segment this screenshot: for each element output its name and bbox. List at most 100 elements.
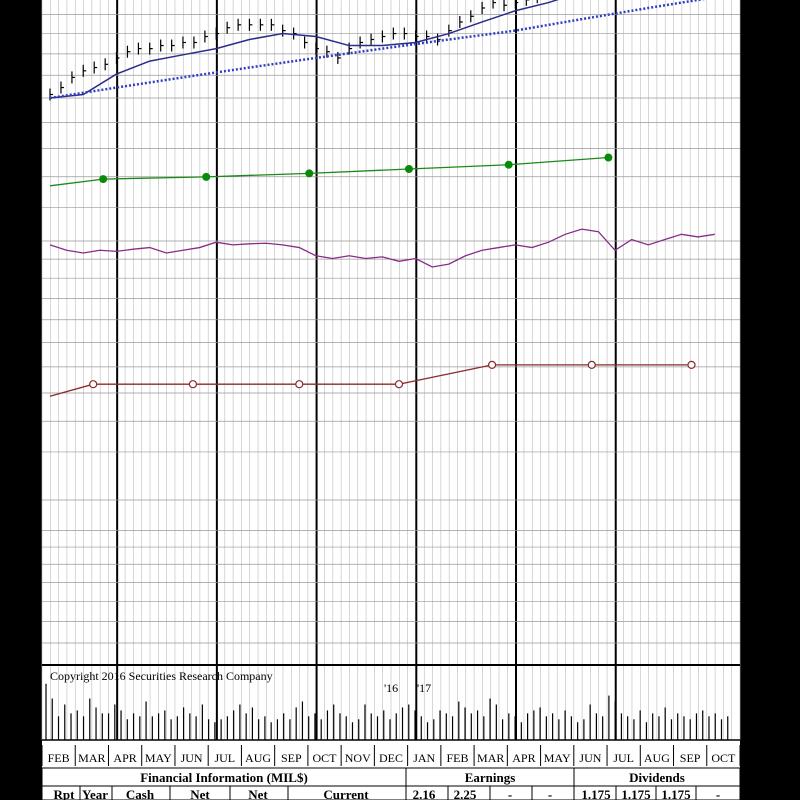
- left-axis-tick-label: 7.0: [22, 216, 38, 231]
- month-label: JAN: [413, 751, 435, 765]
- left-axis-tick-label: 3.0: [22, 516, 38, 531]
- financial-column-label: Year: [82, 787, 108, 800]
- right-axis-tick-label: 170: [746, 46, 766, 61]
- right-axis-tick-label: 32: [746, 635, 759, 650]
- right-axis-tick-label: 42: [746, 539, 759, 554]
- right-axis-tick-label: 36: [746, 593, 760, 608]
- green-line-marker: [504, 160, 513, 169]
- right-axis-tick-label: 100: [746, 233, 766, 248]
- price-series: [49, 0, 715, 397]
- right-axis-tick-label: 70: [746, 359, 759, 374]
- left-axis-tick-label: 9.5: [22, 108, 38, 123]
- grid: [41, 0, 741, 741]
- volume-axis-tick-label-right: 5: [746, 717, 753, 732]
- dividend-value: 1.175: [581, 787, 611, 800]
- month-label: SEP: [680, 751, 701, 765]
- right-axis-tick-label: 34: [746, 614, 760, 629]
- month-label: DEC: [379, 751, 403, 765]
- right-axis-tick-label: 95: [746, 251, 759, 266]
- financial-column-label: Current: [323, 787, 369, 800]
- month-label: JUN: [181, 751, 203, 765]
- dividend-value: -: [716, 787, 720, 800]
- dividend-line-marker: [295, 380, 304, 389]
- year-mark-2016: '16: [384, 681, 398, 695]
- volume-axis-top-label-right: 25M: [746, 658, 771, 673]
- volume-axis-top-label-left: 25: [25, 658, 38, 673]
- month-label: MAY: [544, 751, 571, 765]
- green-line-marker: [202, 172, 211, 181]
- month-label: AUG: [644, 751, 670, 765]
- left-axis-tick-label: 8.0: [22, 169, 38, 184]
- right-axis-tick-label: 55: [746, 444, 759, 459]
- dividend-line-marker: [89, 380, 98, 389]
- right-axis-tick-label: 160: [746, 67, 766, 82]
- dividend-value: 1.175: [661, 787, 691, 800]
- month-label: APR: [113, 751, 136, 765]
- left-axis-tick-label: 4.0: [22, 414, 38, 429]
- earnings-value: -: [508, 787, 512, 800]
- dividend-line-marker: [188, 380, 198, 389]
- right-axis-tick-label: 180: [746, 26, 766, 41]
- financial-table: Financial Information (MIL$) Earnings Divi…: [41, 767, 741, 800]
- left-axis-tick-label: 6.0: [22, 271, 38, 286]
- right-axis-tick-label: 190: [746, 7, 766, 22]
- month-label: FEB: [48, 751, 70, 765]
- right-axis-tick-label: 65: [746, 385, 759, 400]
- left-price-axis: 12 10 9.5 9.0 8.5 8.0 7.5 7.0 6.5 6.0 5.5 5.0 4.5 4.0…: [22, 26, 38, 595]
- right-axis-tick-label: 110: [746, 199, 765, 214]
- month-label: APR: [512, 751, 535, 765]
- green-line-marker: [305, 169, 314, 178]
- volume-axis-tick-label-right: 15: [746, 688, 759, 703]
- dividend-line-marker: [687, 360, 696, 369]
- volume-axis-tick-label-left: 15: [25, 688, 38, 703]
- financial-information-header: Financial Information (MIL$): [140, 770, 308, 785]
- year-mark-2017: '17: [417, 681, 431, 695]
- left-axis-tick-label: 12: [25, 26, 38, 41]
- left-axis-tick-label: 10: [25, 90, 38, 105]
- dividends-header: Dividends: [629, 770, 685, 785]
- left-axis-tick-label: 9.0: [22, 127, 38, 142]
- right-axis-tick-label: 85: [746, 290, 759, 305]
- month-label: MAY: [145, 751, 172, 765]
- financial-column-label: Net: [248, 787, 268, 800]
- volume-axis-tick-label-right: 10: [746, 702, 759, 717]
- trend-line-dotted: [49, 0, 706, 100]
- right-axis-tick-label: 60: [746, 413, 759, 428]
- month-axis: FEB MAR APR MAY JUN JUL AUG SEP OCT NOV DEC JAN FEB M…: [41, 745, 741, 766]
- right-axis-tick-label: 44: [746, 523, 760, 538]
- right-axis-tick-label: 75: [746, 335, 759, 350]
- right-axis-tick-label: 38: [746, 574, 759, 589]
- green-line-marker: [604, 153, 613, 162]
- left-axis-tick-label: 7.5: [22, 192, 38, 207]
- month-label: OCT: [711, 751, 736, 765]
- dividend-line-marker: [487, 360, 497, 369]
- month-label: SEP: [281, 751, 302, 765]
- copyright-text: Copyright 2016 Securities Research Compa…: [50, 669, 273, 683]
- right-axis-tick-label: 80: [746, 312, 759, 327]
- volume-axis-tick-label-right: 20: [746, 673, 759, 688]
- volume-axis-tick-label-left: 20: [25, 673, 38, 688]
- left-axis-tick-label: 4.5: [22, 372, 38, 387]
- financial-column-label: Rpt: [54, 787, 76, 800]
- volume-axis-tick-label-left: 5: [32, 717, 39, 732]
- green-line-marker: [99, 175, 108, 184]
- relative-strength-line: [49, 228, 715, 268]
- month-label: JUL: [613, 751, 634, 765]
- month-label: JUL: [214, 751, 235, 765]
- dividend-line: [49, 364, 692, 397]
- right-axis-tick-label: 48: [746, 492, 759, 507]
- right-axis-tick-label: 140: [746, 114, 766, 129]
- earnings-header: Earnings: [465, 770, 516, 785]
- right-axis-tick-label: 40: [746, 556, 759, 571]
- right-axis-tick-label: 90: [746, 270, 759, 285]
- month-label: JUN: [579, 751, 601, 765]
- right-axis-tick-label: 150: [746, 90, 766, 105]
- moving-average-line: [49, 0, 560, 99]
- earnings-value: 2.16: [413, 787, 436, 800]
- right-axis-tick-label: 130: [746, 140, 766, 155]
- volume-axis-tick-label-left: 10: [25, 702, 38, 717]
- dividend-line-marker: [587, 360, 596, 369]
